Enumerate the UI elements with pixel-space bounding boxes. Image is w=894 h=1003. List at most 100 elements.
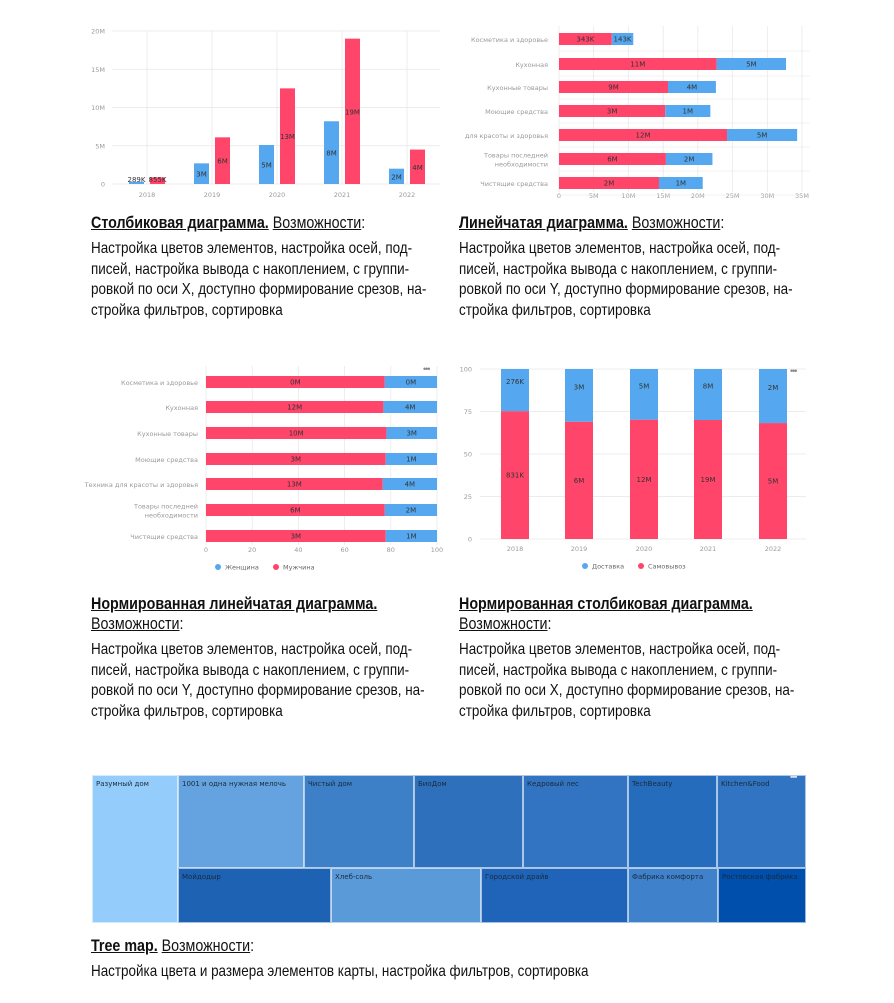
bar-label: 143K bbox=[614, 36, 632, 44]
bar-label: 3M bbox=[406, 430, 417, 438]
bar-segment bbox=[206, 401, 384, 413]
bar-label: 3M bbox=[574, 383, 585, 391]
description-line: ровкой по оси X, доступно формирование с… bbox=[91, 281, 427, 298]
bar-segment bbox=[611, 33, 634, 45]
bar-segment bbox=[382, 478, 437, 490]
x-tick-label: 25M bbox=[726, 192, 740, 200]
x-tick-label: 20 bbox=[248, 546, 256, 554]
treemap-cell[interactable]: Ростовская фабрика bbox=[718, 868, 806, 923]
description-line: стройка фильтров, сортировка bbox=[459, 301, 651, 319]
heading-features: Возможности bbox=[631, 213, 721, 232]
heading-colon: : bbox=[250, 936, 255, 955]
bar-segment bbox=[501, 411, 529, 539]
heading-title: Линейчатая диаграмма. bbox=[459, 213, 628, 232]
treemap-cell[interactable]: Мойдодыр bbox=[178, 868, 331, 923]
treemap-cell[interactable]: Хлеб-соль bbox=[331, 868, 481, 923]
heading-features: Возможности bbox=[459, 614, 548, 633]
treemap-cell[interactable]: БиоДом bbox=[414, 775, 523, 868]
x-tick-label: 60 bbox=[340, 546, 348, 554]
x-tick-label: 2019 bbox=[571, 545, 588, 553]
treemap-cell[interactable]: Кедровый лес bbox=[523, 775, 628, 868]
heading-colon: : bbox=[720, 213, 725, 232]
category-label: Чистящие средства bbox=[130, 533, 198, 541]
description-line: Настройка цветов элементов, настройка ос… bbox=[91, 641, 413, 658]
bar-label: 2M bbox=[604, 180, 615, 188]
bar-label: 9M bbox=[608, 84, 619, 92]
bar-segment bbox=[559, 177, 659, 189]
treemap-cell[interactable]: Чистый дом bbox=[304, 775, 414, 868]
treemap-cell[interactable]: Фабрика комфорта bbox=[628, 868, 718, 923]
more-options-icon[interactable]: ••• bbox=[423, 364, 431, 374]
bar-label: 19M bbox=[701, 476, 716, 484]
more-options-icon[interactable]: ••• bbox=[790, 366, 798, 376]
description-line: стройка фильтров, сортировка bbox=[91, 702, 283, 720]
treemap-cell[interactable]: TechBeauty bbox=[628, 775, 717, 868]
bar-segment bbox=[385, 530, 437, 542]
x-tick-label: 2022 bbox=[399, 191, 416, 199]
x-tick-label: 20M bbox=[691, 192, 705, 200]
category-label: Кухонная bbox=[515, 61, 548, 69]
bar-label: 5M bbox=[757, 132, 768, 140]
heading-features: Возможности bbox=[272, 213, 362, 232]
bar bbox=[150, 177, 165, 184]
bar-label: 11M bbox=[630, 61, 645, 69]
section-heading: Линейчатая диаграмма. Возможности: bbox=[459, 213, 793, 233]
x-tick-label: 40 bbox=[294, 546, 302, 554]
bar-label: 4M bbox=[412, 164, 423, 172]
x-tick-label: 10M bbox=[621, 192, 635, 200]
description-line: писей, настройка вывода с накоплением, с… bbox=[91, 260, 410, 278]
bar bbox=[280, 88, 295, 184]
bar bbox=[389, 168, 404, 184]
treemap-cell[interactable]: Kitchen&Food bbox=[717, 775, 806, 868]
x-tick-label: 80 bbox=[387, 546, 395, 554]
bar bbox=[194, 163, 209, 184]
bar-segment bbox=[565, 421, 593, 539]
bar-segment bbox=[206, 427, 387, 439]
bar-segment bbox=[559, 105, 666, 117]
x-tick-label: 2019 bbox=[204, 191, 221, 199]
bar-segment bbox=[694, 369, 722, 420]
heading-features: Возможности bbox=[161, 936, 251, 955]
bar-label: 6M bbox=[290, 507, 301, 515]
treemap-cell[interactable]: 1001 и одна нужная мелочь bbox=[178, 775, 304, 868]
x-tick-label: 30M bbox=[760, 192, 774, 200]
heading-title: Нормированная линейчатая диаграмма. bbox=[91, 594, 378, 613]
bar-segment bbox=[206, 504, 385, 516]
x-tick-label: 2018 bbox=[507, 545, 524, 553]
category-label: Чистящие средства bbox=[480, 180, 548, 188]
heading-title: Tree map. bbox=[91, 936, 158, 955]
more-options-icon[interactable]: ••• bbox=[790, 772, 798, 782]
bar-segment bbox=[206, 478, 383, 490]
bar-label: 12M bbox=[287, 404, 302, 412]
section-normalized-bar-chart: Нормированная линейчатая диаграмма. Возмо… bbox=[91, 594, 488, 722]
heading-title: Нормированная столбиковая диаграмма. bbox=[459, 594, 753, 613]
x-tick-label: 2021 bbox=[700, 545, 717, 553]
section-heading: Столбиковая диаграмма. Возможности: bbox=[91, 213, 426, 233]
x-tick-label: 100 bbox=[431, 546, 443, 554]
bar-label: 4M bbox=[405, 404, 416, 412]
section-heading: Нормированная линейчатая диаграмма. Возмо… bbox=[91, 594, 425, 634]
section-description: Настройка цветов элементов, настройка ос… bbox=[91, 239, 426, 321]
category-label: Моющие средства bbox=[135, 456, 198, 464]
bar-label: 6M bbox=[574, 477, 585, 485]
bar-label: 12M bbox=[637, 476, 652, 484]
y-tick-label: 100 bbox=[460, 366, 472, 374]
bar-label: 3M bbox=[196, 171, 207, 179]
section-description: Настройка цветов элементов, настройка ос… bbox=[459, 640, 794, 722]
bar-label: 2M bbox=[406, 507, 417, 515]
bar-label: 0M bbox=[290, 379, 301, 387]
heading-colon: : bbox=[361, 213, 366, 232]
description-line: Настройка цветов элементов, настройка ос… bbox=[91, 240, 413, 257]
x-tick-label: 15M bbox=[656, 192, 670, 200]
description-line: Настройка цветов элементов, настройка ос… bbox=[459, 240, 781, 257]
category-label: Кухонные товары bbox=[137, 430, 198, 438]
bar-segment bbox=[206, 453, 386, 465]
bar-label: 5M bbox=[768, 478, 779, 486]
bar-segment bbox=[565, 369, 593, 422]
treemap-cell[interactable]: Городской драйв bbox=[481, 868, 628, 923]
legend-label: Доставка bbox=[592, 563, 624, 571]
treemap-cell[interactable]: Разумный дом bbox=[92, 775, 178, 923]
category-label: необходимости bbox=[145, 512, 198, 520]
bar-label: 1M bbox=[676, 180, 687, 188]
bar bbox=[410, 149, 425, 184]
